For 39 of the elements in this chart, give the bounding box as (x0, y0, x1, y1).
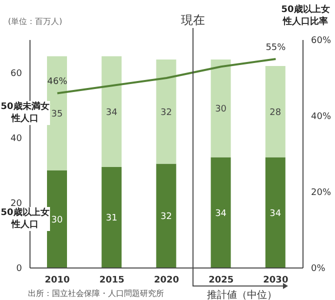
data-label: 30 (215, 104, 227, 115)
y2-tick-label: 20% (311, 188, 332, 198)
data-label: 30 (51, 215, 63, 226)
bar (210, 157, 231, 268)
bar (102, 167, 122, 268)
data-label: 46% (47, 77, 68, 88)
bar (156, 60, 176, 164)
bar (102, 56, 122, 168)
bar (265, 157, 286, 268)
y2-tick-label: 40% (311, 112, 332, 122)
y2-tick-label: 0% (311, 264, 326, 274)
bar (265, 66, 286, 158)
bar (210, 60, 231, 158)
data-label: 55% (266, 43, 286, 53)
data-label: 34 (106, 108, 118, 118)
x-tick-label: 2025 (208, 275, 234, 286)
x-tick-label: 2010 (44, 275, 70, 286)
x-tick-label: 2020 (154, 275, 180, 286)
y-tick-label: 40 (10, 134, 22, 144)
y2-axis-title: 50歳以上女性人口比率 (280, 4, 331, 28)
y-tick-label: 60 (10, 68, 22, 79)
y-tick-label: 0 (16, 264, 22, 274)
x-tick-label: 2030 (263, 275, 288, 286)
series-label: 50歳未満女性人口 (0, 101, 50, 126)
data-label: 34 (270, 208, 282, 219)
text: 推計値（中位） (207, 289, 277, 300)
text: 現在 (181, 13, 205, 27)
series-label: 50歳以上女性人口 (0, 207, 50, 232)
text: 出所：国立社会保障・人口問題研究所 (28, 289, 164, 298)
data-label: 32 (160, 108, 172, 118)
x-tick-label: 2015 (99, 275, 124, 286)
data-label: 28 (270, 108, 282, 118)
data-label: 35 (51, 109, 63, 120)
bar (156, 164, 176, 268)
text: (単位：百万人) (8, 17, 62, 26)
y2-tick-label: 60% (311, 36, 332, 46)
data-label: 31 (106, 214, 118, 224)
data-label: 34 (215, 208, 227, 219)
data-label: 32 (160, 212, 172, 222)
